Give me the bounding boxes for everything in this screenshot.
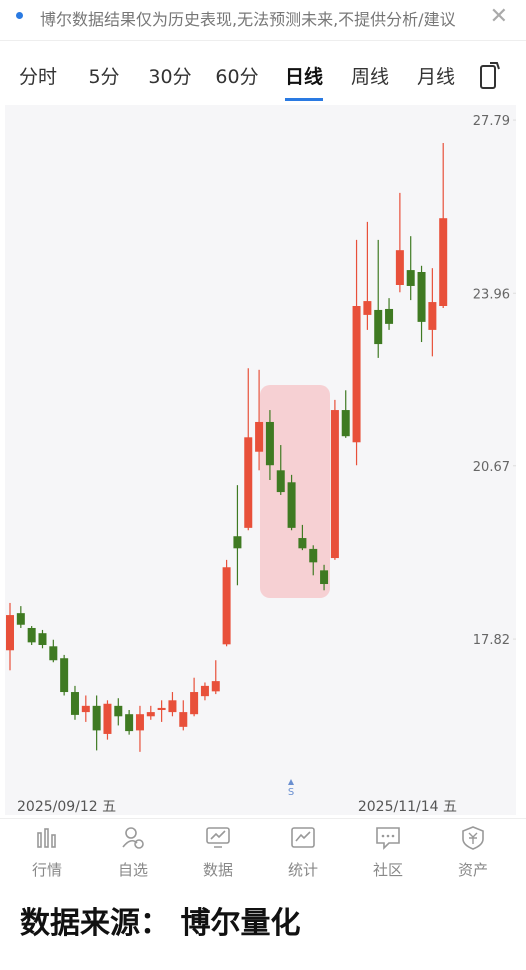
candle-body [244, 437, 253, 528]
nav-label: 行情 [31, 861, 62, 879]
candle-body [385, 308, 394, 324]
candle-body [406, 270, 415, 286]
candle-body [363, 301, 372, 315]
nav-icon [291, 827, 315, 848]
nav-label: 资产 [457, 861, 488, 879]
notice-text: 博尔数据结果仅为历史表现,无法预测未来,不提供分析/建议 [40, 10, 456, 29]
candle-body [320, 570, 329, 585]
y-tick-label: 20.67 [473, 460, 510, 475]
nav-label: 自选 [117, 861, 148, 879]
chart: S 2025/09/12 五 2025/11/14 五 17.82 20.67 23… [5, 105, 516, 815]
notice-dot [16, 12, 23, 19]
candle-body [330, 410, 339, 559]
period-tab[interactable]: 月线 [416, 66, 456, 88]
x-date-label: 2025/11/14 五 [358, 799, 457, 815]
candle-body [70, 692, 79, 715]
candle-body [38, 633, 47, 645]
nav-item[interactable]: 统计 [273, 825, 333, 880]
candle-body [168, 700, 177, 713]
nav-item[interactable]: 资产 [443, 825, 503, 880]
candle-body [60, 658, 69, 693]
candle-body [265, 421, 274, 466]
candle-body [395, 250, 404, 285]
period-tabs: 分时 5分 30分 60分 日线 周线 月线 [0, 50, 526, 105]
candle-body [222, 567, 231, 645]
nav-item[interactable]: 数据 [188, 825, 248, 880]
candle-body [309, 548, 318, 563]
nav-icon [462, 826, 484, 850]
candle-body [233, 536, 242, 549]
nav-icon [206, 827, 230, 848]
candle-body [200, 685, 209, 697]
x-date-label: 2025/09/12 五 [17, 799, 116, 815]
candle-body [428, 302, 437, 330]
period-tab[interactable]: 周线 [350, 66, 390, 88]
candle-body [352, 305, 361, 443]
candle-body [135, 714, 144, 731]
candle-body [6, 615, 14, 651]
y-tick-label: 23.96 [473, 287, 510, 302]
candle-body [92, 705, 101, 731]
candle-body [157, 707, 166, 711]
bottom-nav: 行情 自选 数据 统计 社区 资产 [0, 818, 526, 887]
candle-body [190, 692, 199, 715]
nav-item[interactable]: 行情 [17, 825, 77, 880]
candle-body [211, 681, 220, 692]
nav-icon [37, 828, 56, 848]
candle-body [374, 309, 383, 345]
candle-body [16, 613, 25, 625]
nav-icon [376, 827, 400, 850]
candle-body [255, 421, 264, 452]
candle-body [114, 705, 123, 717]
nav-label: 社区 [372, 861, 403, 879]
period-tab[interactable]: 30分 [148, 66, 192, 88]
candle-body [298, 538, 307, 549]
candle-body [27, 627, 36, 643]
nav-label: 数据 [202, 861, 233, 879]
nav-item[interactable]: 社区 [358, 825, 418, 880]
nav-label: 统计 [287, 861, 318, 879]
candle-body [146, 712, 155, 717]
marker-label: S [288, 787, 294, 798]
notice-bar: 博尔数据结果仅为历史表现,无法预测未来,不提供分析/建议 ✕ [0, 0, 526, 41]
nav-icon [122, 827, 144, 849]
rotate-icon[interactable] [478, 60, 502, 90]
candle-body [125, 714, 134, 732]
period-tab[interactable]: 日线 [284, 62, 324, 101]
candle-body [179, 712, 188, 727]
marker-arrow [288, 779, 294, 785]
candle-body [103, 703, 112, 734]
close-button[interactable]: ✕ [489, 4, 508, 29]
y-tick-label: 17.82 [473, 633, 510, 648]
period-tab[interactable]: 5分 [88, 66, 120, 88]
nav-item[interactable]: 自选 [103, 825, 163, 880]
y-tick-label: 27.79 [473, 114, 510, 129]
candle-body [439, 218, 448, 306]
footer-source: 数据来源： 博尔量化 [20, 906, 301, 941]
candle-body [49, 646, 58, 661]
period-tab[interactable]: 60分 [215, 66, 259, 88]
candle-body [287, 482, 296, 528]
candle-body [81, 705, 90, 713]
candle-body [417, 271, 426, 322]
candle-body [276, 470, 285, 493]
period-tab[interactable]: 分时 [18, 66, 58, 88]
candle-body [341, 410, 350, 437]
